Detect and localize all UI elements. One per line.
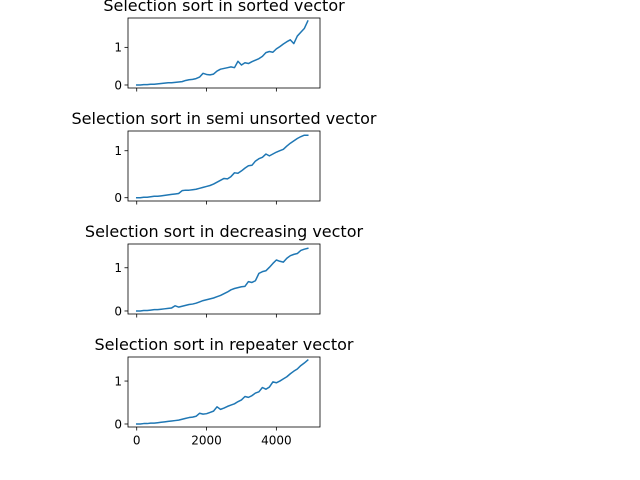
axes-frame bbox=[127, 130, 321, 202]
subplot-title: Selection sort in sorted vector bbox=[103, 0, 345, 15]
subplot-1: Selection sort in sorted vector 0 1 bbox=[103, 0, 345, 92]
y-tick-label: 0 bbox=[114, 304, 122, 318]
y-tick-label: 1 bbox=[114, 41, 122, 55]
x-tick-label: 4000 bbox=[261, 434, 292, 448]
x-tick-label: 2000 bbox=[191, 434, 222, 448]
axes-frame bbox=[127, 356, 321, 428]
subplot-3: Selection sort in decreasing vector 0 1 bbox=[85, 222, 364, 318]
y-tick-label: 1 bbox=[114, 374, 122, 388]
series-line bbox=[135, 358, 309, 425]
series-line bbox=[135, 134, 309, 199]
y-tick-label: 0 bbox=[114, 417, 122, 431]
subplot-title: Selection sort in semi unsorted vector bbox=[72, 109, 377, 128]
y-tick-label: 0 bbox=[114, 78, 122, 92]
y-tick-label: 1 bbox=[114, 261, 122, 275]
subplot-title: Selection sort in repeater vector bbox=[95, 335, 354, 354]
subplot-2: Selection sort in semi unsorted vector 0 1 bbox=[72, 109, 377, 205]
series-line bbox=[135, 20, 309, 86]
series-line bbox=[135, 247, 309, 312]
y-tick-label: 0 bbox=[114, 191, 122, 205]
subplot-4: Selection sort in repeater vector 0 1 0 2000… bbox=[95, 335, 354, 448]
axes-frame bbox=[127, 243, 321, 315]
y-tick-label: 1 bbox=[114, 144, 122, 158]
axes-frame bbox=[127, 17, 321, 89]
x-tick-label: 0 bbox=[133, 434, 141, 448]
subplot-title: Selection sort in decreasing vector bbox=[85, 222, 364, 241]
